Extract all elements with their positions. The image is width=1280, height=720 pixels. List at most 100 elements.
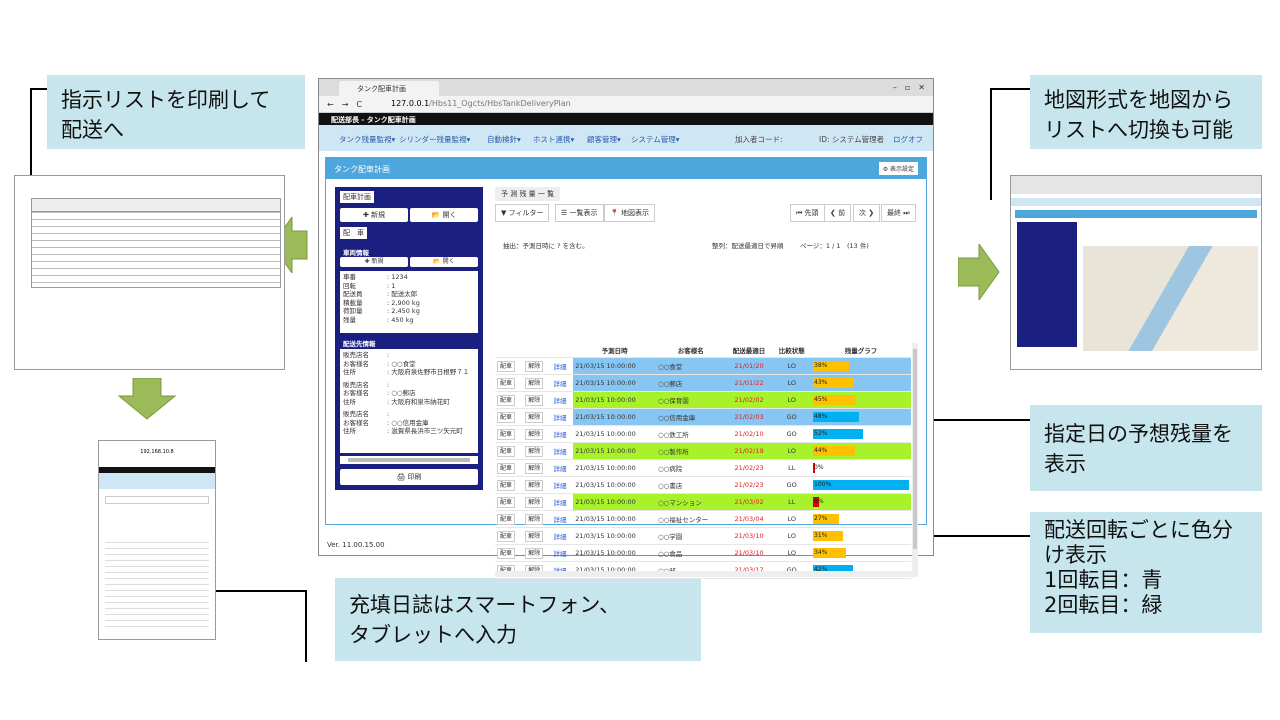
detail-link[interactable]: 詳細: [551, 408, 574, 426]
destination-entry: 販売店名: お客様名: ○○信用金庫 住所: 滋賀県長浜市三ツ矢元町: [343, 410, 475, 436]
dispatch-button[interactable]: 配車: [497, 412, 516, 423]
dispatch-button[interactable]: 配車: [497, 548, 516, 559]
nav-host[interactable]: ホスト連携▾: [533, 135, 575, 144]
info-value: : 2,900 kg: [387, 298, 420, 307]
first-page-button[interactable]: ⏮ 先頭: [790, 204, 825, 222]
detail-link[interactable]: 詳細: [551, 493, 574, 511]
dispatch-button[interactable]: 配車: [497, 565, 516, 576]
dispatch-button[interactable]: 配車: [497, 480, 516, 491]
dispatch-button[interactable]: 配車: [497, 463, 516, 474]
dispatch-button[interactable]: 配車: [497, 378, 516, 389]
cancel-button[interactable]: 解除: [525, 565, 544, 576]
window-controls[interactable]: – ▫ ✕: [892, 83, 925, 92]
detail-link[interactable]: 詳細: [551, 425, 574, 443]
new-plan-button[interactable]: ✚ 新規: [340, 208, 408, 222]
detail-link[interactable]: 詳細: [551, 510, 574, 528]
dispatch-button[interactable]: 配車: [497, 497, 516, 508]
cancel-button[interactable]: 解除: [525, 463, 544, 474]
filter-button[interactable]: ▼ フィルター: [495, 204, 550, 222]
dispatch-button[interactable]: 配車: [497, 361, 516, 372]
next-page-button[interactable]: 次 ❯: [853, 204, 881, 222]
info-key: お客様名: [343, 359, 369, 368]
table-row[interactable]: 配車 解除 詳細 21/03/15 10:00:00 ○○書店 21/02/23…: [495, 476, 911, 494]
detail-link[interactable]: 詳細: [551, 459, 574, 477]
cancel-button[interactable]: 解除: [525, 395, 544, 406]
dispatch-button[interactable]: 配車: [497, 429, 516, 440]
app-title: 配送部長 - タンク配車計画: [319, 113, 933, 125]
table-row[interactable]: 配車 解除 詳細 21/03/15 10:00:00 ○○福祉センター 21/0…: [495, 510, 911, 528]
prev-page-button[interactable]: ❮ 前: [824, 204, 852, 222]
destination-entry: 販売店名: お客様名: ○○郵店 住所: 大阪府和泉市納花町: [343, 381, 475, 407]
open-vehicle-button[interactable]: 📂 開く: [410, 257, 478, 267]
table-row[interactable]: 配車 解除 詳細 21/03/15 10:00:00 ○○製作所 21/02/1…: [495, 442, 911, 460]
table-row[interactable]: 配車 解除 詳細 21/03/15 10:00:00 ○○信用金庫 21/02/…: [495, 408, 911, 426]
dispatch-button[interactable]: 配車: [497, 514, 516, 525]
plan-label: 配車計画: [340, 191, 374, 203]
optimal-delivery-date: 21/02/03: [725, 408, 773, 426]
version-label: Ver. 11.00.15.00: [327, 541, 385, 549]
print-button[interactable]: 🖨 印刷: [340, 469, 478, 485]
user-id: ID: システム管理者: [819, 135, 885, 144]
table-horizontal-scrollbar[interactable]: [495, 571, 918, 577]
cancel-button[interactable]: 解除: [525, 412, 544, 423]
optimal-delivery-date: 21/02/23: [725, 459, 773, 477]
display-settings-button[interactable]: ⚙ 表示設定: [878, 162, 918, 175]
info-value: : 大阪府泉佐野市日根野７１: [387, 368, 470, 376]
info-value: : ○○信用金庫: [387, 418, 429, 427]
cancel-button[interactable]: 解除: [525, 429, 544, 440]
remaining-bar: 34%: [813, 547, 846, 558]
cancel-button[interactable]: 解除: [525, 480, 544, 491]
detail-link[interactable]: 詳細: [551, 357, 574, 375]
new-vehicle-button[interactable]: ✚ 新規: [340, 257, 408, 267]
cancel-button[interactable]: 解除: [525, 378, 544, 389]
nav-customer[interactable]: 顧客管理▾: [587, 135, 621, 144]
cancel-button[interactable]: 解除: [525, 497, 544, 508]
info-key: お客様名: [343, 418, 369, 427]
detail-link[interactable]: 詳細: [551, 476, 574, 494]
optimal-delivery-date: 21/02/10: [725, 425, 773, 443]
last-page-button[interactable]: 最終 ⏭: [881, 204, 916, 222]
address-bar[interactable]: 127.0.0.1/Hbs11_Ogcts/HbsTankDeliveryPla…: [391, 99, 571, 108]
dispatch-button[interactable]: 配車: [497, 531, 516, 542]
nav-meter[interactable]: 自動検針▾: [487, 135, 521, 144]
list-view-button[interactable]: ☰ 一覧表示: [555, 204, 604, 222]
horizontal-scrollbar[interactable]: [340, 456, 478, 464]
table-row[interactable]: 配車 解除 詳細 21/03/15 10:00:00 ○○食堂 21/01/20…: [495, 357, 911, 375]
forecast-datetime: 21/03/15 10:00:00: [573, 527, 656, 545]
dispatch-button[interactable]: 配車: [497, 446, 516, 457]
info-row: 回転: 1: [343, 282, 475, 291]
cancel-button[interactable]: 解除: [525, 514, 544, 525]
detail-link[interactable]: 詳細: [551, 374, 574, 392]
open-plan-button[interactable]: 📂 開く: [410, 208, 478, 222]
table-row[interactable]: 配車 解除 詳細 21/03/15 10:00:00 ○○郵店 21/01/22…: [495, 374, 911, 392]
nav-cylinder[interactable]: シリンダー残量監視▾: [399, 135, 471, 144]
cancel-button[interactable]: 解除: [525, 531, 544, 542]
detail-link[interactable]: 詳細: [551, 527, 574, 545]
logoff-link[interactable]: ログオフ: [893, 135, 923, 144]
nav-tank[interactable]: タンク残量監視▾: [339, 135, 396, 144]
cancel-button[interactable]: 解除: [525, 548, 544, 559]
detail-link[interactable]: 詳細: [551, 391, 574, 409]
nav-buttons[interactable]: ← → C: [327, 100, 362, 109]
column-header: [523, 343, 552, 358]
smartphone-screenshot: 192.168.10.8: [98, 440, 216, 640]
info-row: お客様名: ○○郵店: [343, 389, 475, 398]
dispatch-button[interactable]: 配車: [497, 395, 516, 406]
table-row[interactable]: 配車 解除 詳細 21/03/15 10:00:00 ○○保育園 21/02/0…: [495, 391, 911, 409]
map-view-button[interactable]: 📍 地図表示: [604, 204, 655, 222]
detail-link[interactable]: 詳細: [551, 544, 574, 562]
vertical-scrollbar[interactable]: [912, 343, 918, 571]
detail-link[interactable]: 詳細: [551, 442, 574, 460]
table-row[interactable]: 配車 解除 詳細 21/03/15 10:00:00 ○○鉄工所 21/02/1…: [495, 425, 911, 443]
table-row[interactable]: 配車 解除 詳細 21/03/15 10:00:00 ○○学園 21/03/10…: [495, 527, 911, 545]
table-row[interactable]: 配車 解除 詳細 21/03/15 10:00:00 ○○食品 21/03/10…: [495, 544, 911, 562]
table-row[interactable]: 配車 解除 詳細 21/03/15 10:00:00 ○○マンション 21/03…: [495, 493, 911, 511]
optimal-delivery-date: 21/02/23: [725, 476, 773, 494]
cancel-button[interactable]: 解除: [525, 361, 544, 372]
nav-system[interactable]: システム管理▾: [631, 135, 680, 144]
forecast-table: 予測日時 お客様名 配送最適日 比較状態 残量グラフ 配車 解除 詳細 21/03/15 …: [495, 343, 911, 579]
info-row: 積載量: 2,900 kg: [343, 299, 475, 308]
table-row[interactable]: 配車 解除 詳細 21/03/15 10:00:00 ○○病院 21/02/23…: [495, 459, 911, 477]
browser-tab[interactable]: タンク配車計画: [339, 81, 439, 96]
cancel-button[interactable]: 解除: [525, 446, 544, 457]
